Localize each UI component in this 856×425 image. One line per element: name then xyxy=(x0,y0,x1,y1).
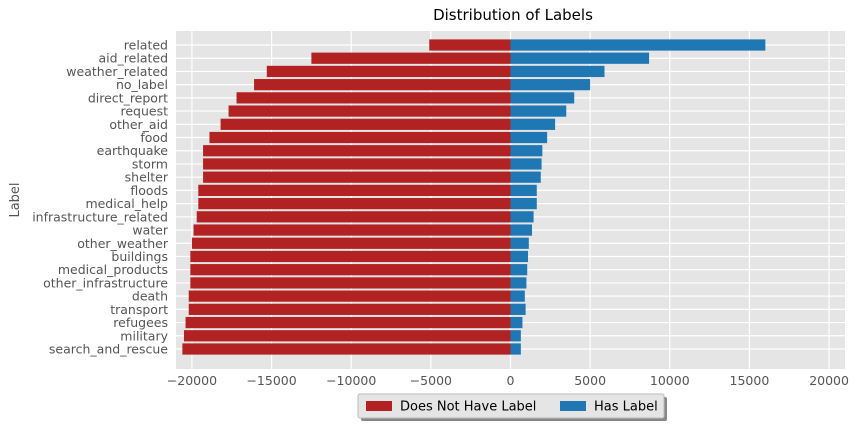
legend-swatch-does-not-have-label xyxy=(366,401,392,411)
bar-does-not-have-label-buildings xyxy=(190,250,511,263)
bar-has-label-buildings xyxy=(510,250,529,263)
bar-does-not-have-label-other-infrastructure xyxy=(190,277,511,289)
bar-does-not-have-label-water xyxy=(193,224,511,236)
bar-has-label-water xyxy=(510,224,533,236)
legend-box xyxy=(357,393,665,419)
bar-has-label-floods xyxy=(510,184,537,197)
bar-has-label-death xyxy=(510,290,525,302)
bar-has-label-medical-help xyxy=(510,197,537,210)
bar-does-not-have-label-shelter xyxy=(203,171,511,183)
y-tick-label: direct_report xyxy=(88,90,168,105)
x-tick-labels: −20000 −15000 −10000 −5000 0 5000 10000 15000 20… xyxy=(167,373,849,388)
y-tick-label: buildings xyxy=(111,249,168,264)
y-tick-label: other_infrastructure xyxy=(43,275,168,290)
bar-does-not-have-label-search-and-rescue xyxy=(182,343,511,355)
y-tick-label: storm xyxy=(132,156,168,171)
y-tick-label: shelter xyxy=(125,170,169,185)
y-tick-label: search_and_rescue xyxy=(49,342,168,357)
bar-does-not-have-label-medical-products xyxy=(190,264,511,276)
bar-does-not-have-label-weather-related xyxy=(266,65,511,78)
bar-does-not-have-label-storm xyxy=(203,158,511,170)
bar-has-label-medical-products xyxy=(510,264,528,276)
bar-has-label-storm xyxy=(510,158,542,170)
x-tick-label: 5000 xyxy=(574,373,606,388)
y-tick-labels: relatedaid_relatedweather_relatedno_labe… xyxy=(32,38,169,357)
bars xyxy=(182,39,766,355)
y-tick-label: medical_products xyxy=(58,262,168,277)
legend-swatch-has-label xyxy=(560,401,586,411)
bar-does-not-have-label-military xyxy=(183,330,511,342)
bar-does-not-have-label-other-aid xyxy=(220,118,511,130)
y-tick-label: transport xyxy=(110,302,168,317)
y-tick-label: floods xyxy=(130,183,168,198)
bar-has-label-shelter xyxy=(510,171,541,183)
bar-has-label-infrastructure-related xyxy=(510,211,534,223)
bar-does-not-have-label-death xyxy=(188,290,511,302)
x-tick-label: 0 xyxy=(507,373,515,388)
y-tick-label: water xyxy=(132,223,168,238)
bar-has-label-other-aid xyxy=(510,118,556,130)
bar-has-label-search-and-rescue xyxy=(510,343,521,355)
legend-label-does-not-have-label: Does Not Have Label xyxy=(400,400,536,415)
bar-has-label-refugees xyxy=(510,316,523,329)
bar-does-not-have-label-floods xyxy=(198,184,511,197)
bar-has-label-earthquake xyxy=(510,145,543,157)
y-tick-label: earthquake xyxy=(97,143,169,158)
bar-has-label-food xyxy=(510,131,548,144)
bar-has-label-related xyxy=(510,39,766,51)
chart-title: Distribution of Labels xyxy=(433,6,593,24)
bar-has-label-aid-related xyxy=(510,52,650,64)
legend-label-has-label: Has Label xyxy=(594,400,658,415)
y-tick-label: food xyxy=(140,130,168,145)
x-tick-label: 10000 xyxy=(650,373,690,388)
y-tick-label: no_label xyxy=(116,77,168,92)
bar-has-label-military xyxy=(510,330,521,342)
bar-does-not-have-label-refugees xyxy=(185,316,511,329)
legend: Does Not Have Label Has Label xyxy=(357,393,667,421)
y-tick-label: other_aid xyxy=(109,117,168,132)
x-tick-label: −20000 xyxy=(167,373,217,388)
bar-has-label-no-label xyxy=(510,79,591,91)
bar-does-not-have-label-medical-help xyxy=(198,197,511,210)
bar-has-label-other-weather xyxy=(510,237,529,249)
y-tick-label: death xyxy=(132,289,168,304)
x-tick-label: −5000 xyxy=(410,373,452,388)
y-tick-label: medical_help xyxy=(85,196,168,211)
y-axis-label: Label xyxy=(8,182,23,217)
x-tick-label: −15000 xyxy=(246,373,296,388)
bar-has-label-other-infrastructure xyxy=(510,277,527,289)
x-tick-label: −10000 xyxy=(326,373,376,388)
y-tick-label: weather_related xyxy=(66,64,168,79)
bar-has-label-weather-related xyxy=(510,65,605,78)
y-tick-label: aid_related xyxy=(98,51,168,66)
bar-has-label-request xyxy=(510,105,567,117)
y-tick-label: refugees xyxy=(113,315,168,330)
bar-does-not-have-label-direct-report xyxy=(236,92,511,104)
bar-does-not-have-label-request xyxy=(228,105,511,117)
bar-does-not-have-label-related xyxy=(429,39,511,51)
bar-does-not-have-label-other-weather xyxy=(191,237,511,249)
y-tick-label: military xyxy=(120,328,168,343)
y-tick-label: related xyxy=(124,38,168,53)
bar-has-label-transport xyxy=(510,303,526,315)
bar-does-not-have-label-no-label xyxy=(254,79,511,91)
y-tick-label: infrastructure_related xyxy=(32,209,168,224)
x-tick-label: 20000 xyxy=(809,373,849,388)
x-tick-label: 15000 xyxy=(730,373,770,388)
bar-has-label-direct-report xyxy=(510,92,575,104)
bar-does-not-have-label-earthquake xyxy=(203,145,511,157)
bar-does-not-have-label-transport xyxy=(188,303,511,315)
bar-does-not-have-label-food xyxy=(209,131,511,144)
y-tick-label: other_weather xyxy=(77,236,169,251)
y-tick-label: request xyxy=(120,104,168,119)
bar-does-not-have-label-infrastructure-related xyxy=(196,211,511,223)
bar-does-not-have-label-aid-related xyxy=(311,52,511,64)
